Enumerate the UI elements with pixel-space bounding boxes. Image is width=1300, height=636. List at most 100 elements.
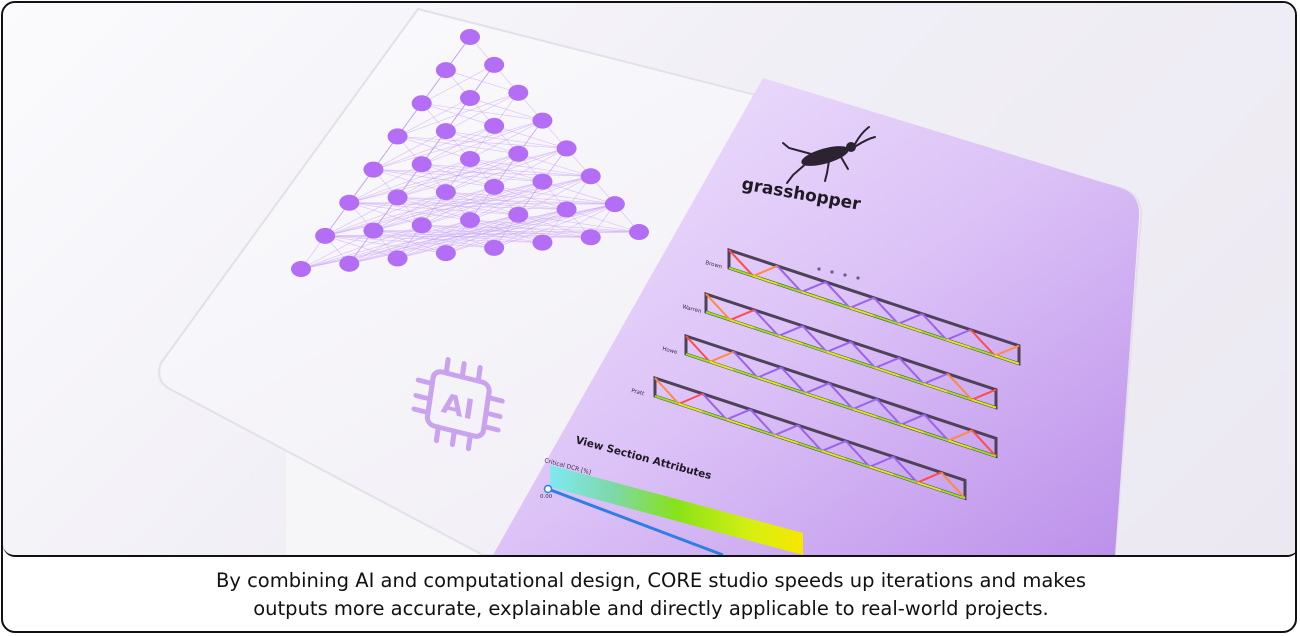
network-node [315, 227, 336, 244]
network-node [508, 145, 529, 162]
network-edge [421, 120, 543, 165]
network-node [411, 156, 432, 173]
truss-bottom-chord [850, 358, 876, 369]
truss-bottom-chord [828, 400, 854, 411]
network-node [532, 234, 553, 251]
truss-bottom-chord [849, 306, 875, 317]
network-edge [325, 191, 446, 237]
truss-bottom-chord [781, 384, 806, 395]
truss-member [946, 373, 973, 401]
truss-bottom-chord [922, 330, 947, 341]
truss-bottom-chord [874, 366, 900, 377]
truss-bottom-chord [728, 267, 754, 277]
truss-member [709, 350, 735, 363]
truss-bottom-chord [826, 350, 852, 361]
network-node [387, 189, 408, 206]
network-edge [445, 148, 567, 193]
truss-howe[interactable]: Howe [661, 333, 998, 459]
truss-member [753, 309, 780, 337]
truss-member [749, 408, 775, 437]
truss-bottom-chord [947, 390, 973, 401]
network-node [460, 90, 480, 106]
network-edge [397, 92, 519, 137]
truss-member [921, 313, 948, 341]
network-edge [349, 163, 422, 204]
network-node [556, 201, 577, 218]
legend-slider-track[interactable] [547, 487, 724, 555]
truss-toolbar [817, 267, 860, 280]
network-node [484, 239, 505, 256]
truss-member [752, 265, 778, 277]
truss-pratt[interactable]: Pratt [630, 375, 967, 501]
truss-bottom-chord [777, 283, 802, 293]
truss-member [947, 429, 973, 442]
truss-member [971, 388, 997, 401]
network-edge [493, 148, 567, 188]
truss-bottom-chord [873, 314, 899, 325]
network-edge [349, 158, 471, 204]
truss-bottom-chord [971, 398, 997, 409]
truss-bottom-chord [899, 374, 924, 385]
truss-member [804, 382, 830, 395]
truss-warren[interactable]: Warren [681, 291, 998, 410]
truss-bottom-chord [970, 346, 996, 357]
network-node [556, 140, 577, 157]
network-node [532, 112, 553, 129]
truss-member [850, 341, 876, 369]
network-node [363, 161, 384, 178]
truss-bottom-chord [726, 418, 751, 429]
network-node [435, 245, 456, 262]
scene-illustration: AI grasshopper [158, 7, 1143, 555]
network-node [387, 128, 408, 145]
truss-member [971, 429, 997, 457]
truss-bottom-chord [757, 376, 782, 387]
truss-bottom-chord [940, 489, 966, 500]
truss-brown[interactable]: Brown [704, 247, 1021, 366]
network-node [435, 123, 456, 140]
network-edge [324, 197, 398, 237]
truss-label: Pratt [630, 388, 645, 397]
truss-bottom-chord [916, 481, 942, 492]
truss-member [874, 356, 900, 369]
legend-color-bar [550, 465, 803, 555]
network-edge [518, 175, 591, 216]
network-node [411, 95, 432, 112]
network-node [435, 62, 456, 79]
network-edge [349, 153, 519, 204]
network-node [484, 56, 505, 73]
network-node [387, 250, 408, 267]
ai-chip-icon: AI [411, 357, 505, 452]
truss-bottom-chord [752, 275, 778, 285]
truss-member [900, 413, 925, 426]
network-edge [325, 186, 495, 237]
truss-label: Warren [681, 304, 702, 315]
truss-bottom-chord [754, 327, 779, 337]
truss-bottom-chord [801, 290, 826, 301]
truss-member [873, 297, 899, 325]
truss-member [701, 393, 728, 421]
truss-member [797, 424, 823, 452]
truss-member [845, 440, 871, 468]
network-node [339, 194, 360, 211]
truss-bottom-chord [869, 465, 894, 476]
truss-list: Brown Warren Howe Pratt [630, 247, 1021, 501]
network-edge [300, 230, 374, 270]
truss-member [778, 324, 804, 337]
truss-member [892, 456, 919, 484]
truss-member [946, 328, 972, 341]
truss-bottom-chord [971, 447, 997, 458]
caption-line-2: outputs more accurate, explainable and d… [253, 597, 1049, 620]
truss-bottom-chord [733, 368, 758, 379]
network-node [363, 222, 384, 239]
truss-bottom-chord [946, 338, 971, 349]
network-node [580, 229, 601, 246]
legend-slider-handle[interactable] [543, 484, 553, 494]
truss-member [773, 424, 799, 437]
truss-member [776, 265, 803, 293]
truss-member [923, 372, 949, 385]
network-node [580, 168, 601, 185]
truss-bottom-chord [893, 473, 918, 484]
network-edge [397, 148, 567, 198]
truss-bottom-chord [702, 410, 727, 421]
truss-member [824, 281, 851, 309]
